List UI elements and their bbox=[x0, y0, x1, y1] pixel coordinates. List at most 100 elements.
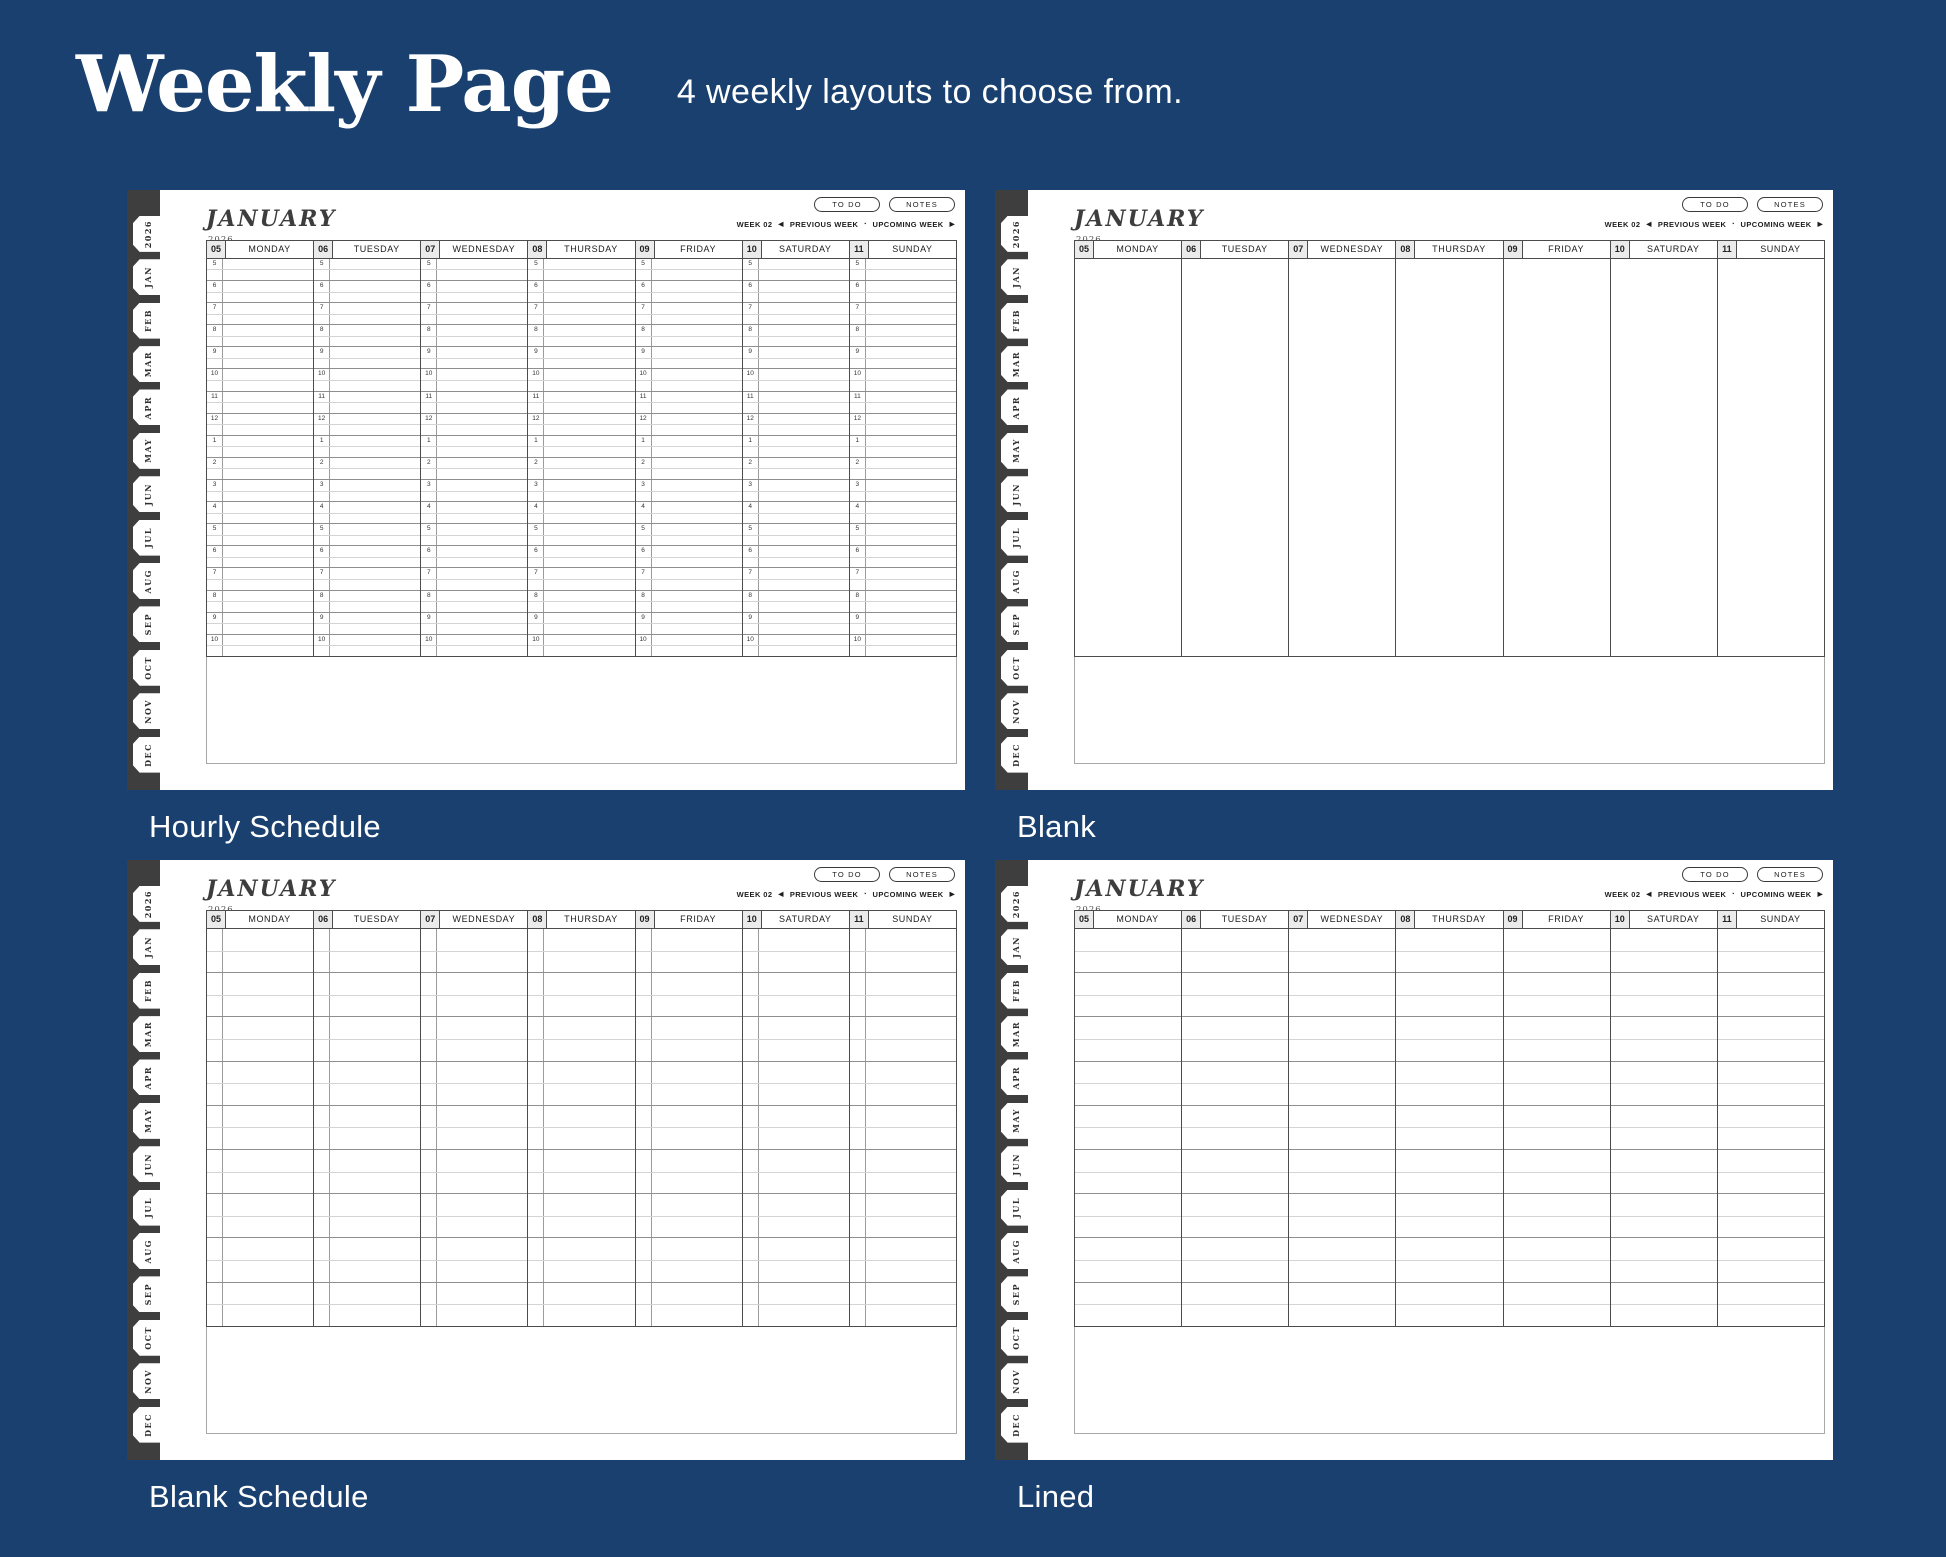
month-tab[interactable]: JUL bbox=[133, 1189, 163, 1226]
month-tab[interactable]: APR bbox=[133, 1059, 163, 1096]
month-tab[interactable]: SEP bbox=[133, 606, 163, 643]
previous-week-arrow-icon[interactable]: ◀ bbox=[778, 221, 784, 229]
month-tab[interactable]: OCT bbox=[1001, 649, 1031, 686]
month-tab[interactable]: APR bbox=[1001, 1059, 1031, 1096]
previous-week-arrow-icon[interactable]: ◀ bbox=[778, 891, 784, 899]
month-tab[interactable]: JUN bbox=[1001, 476, 1031, 513]
month-tab[interactable]: FEB bbox=[133, 302, 163, 339]
schedule-slot bbox=[849, 1282, 957, 1326]
month-tab[interactable]: AUG bbox=[1001, 563, 1031, 600]
hour-slot: 4 bbox=[314, 502, 421, 525]
hour-label: 6 bbox=[528, 546, 545, 568]
upcoming-week-link[interactable]: UPCOMING WEEK bbox=[1740, 889, 1812, 899]
schedule-slot bbox=[528, 1194, 635, 1239]
notes-button[interactable]: NOTES bbox=[1757, 866, 1823, 882]
hour-label: 10 bbox=[850, 369, 866, 391]
month-tab[interactable]: AUG bbox=[133, 563, 163, 600]
month-tab[interactable]: JAN bbox=[133, 259, 163, 296]
month-tab[interactable]: MAY bbox=[133, 1102, 163, 1139]
hour-slot: 1 bbox=[635, 435, 742, 458]
todo-button[interactable]: TO DO bbox=[814, 866, 880, 882]
month-tab[interactable]: MAY bbox=[1001, 432, 1031, 469]
month-tab[interactable]: DEC bbox=[133, 1406, 163, 1443]
month-tab[interactable]: JAN bbox=[1001, 929, 1031, 966]
month-tab[interactable]: SEP bbox=[133, 1276, 163, 1313]
upcoming-week-arrow-icon[interactable]: ▶ bbox=[1817, 221, 1823, 229]
month-tab[interactable]: OCT bbox=[1001, 1319, 1031, 1356]
month-tab[interactable]: NOV bbox=[1001, 1363, 1031, 1400]
month-tab[interactable]: JUL bbox=[1001, 519, 1031, 556]
hour-slot: 5 bbox=[528, 258, 635, 281]
month-tab[interactable]: JUL bbox=[1001, 1189, 1031, 1226]
hour-label: 8 bbox=[528, 590, 545, 612]
month-tab[interactable]: 2026 bbox=[1001, 885, 1031, 922]
month-tab[interactable]: JAN bbox=[1001, 259, 1031, 296]
month-tab[interactable]: JAN bbox=[133, 929, 163, 966]
lined-slot bbox=[1396, 1106, 1503, 1150]
previous-week-link[interactable]: PREVIOUS WEEK bbox=[789, 219, 859, 229]
upcoming-week-arrow-icon[interactable]: ▶ bbox=[1817, 891, 1823, 899]
todo-button[interactable]: TO DO bbox=[1682, 866, 1748, 882]
lined-slot bbox=[1182, 1283, 1289, 1326]
month-tab[interactable]: SEP bbox=[1001, 606, 1031, 643]
month-tab[interactable]: 2026 bbox=[133, 885, 163, 922]
todo-button[interactable]: TO DO bbox=[814, 196, 880, 212]
previous-week-link[interactable]: PREVIOUS WEEK bbox=[789, 889, 859, 899]
month-tab[interactable]: MAY bbox=[133, 432, 163, 469]
day-name-label: MONDAY bbox=[1116, 243, 1159, 254]
month-tab[interactable]: FEB bbox=[1001, 302, 1031, 339]
hour-slot: 6 bbox=[635, 281, 742, 304]
month-tab[interactable]: MAY bbox=[1001, 1102, 1031, 1139]
month-tab[interactable]: JUN bbox=[133, 476, 163, 513]
month-tab[interactable]: DEC bbox=[133, 736, 163, 773]
previous-week-arrow-icon[interactable]: ◀ bbox=[1646, 221, 1652, 229]
upcoming-week-arrow-icon[interactable]: ▶ bbox=[949, 891, 955, 899]
todo-button[interactable]: TO DO bbox=[1682, 196, 1748, 212]
previous-week-link[interactable]: PREVIOUS WEEK bbox=[1657, 889, 1727, 899]
day-header-cell: 06 TUESDAY bbox=[1182, 240, 1290, 258]
notes-button[interactable]: NOTES bbox=[889, 866, 955, 882]
upcoming-week-arrow-icon[interactable]: ▶ bbox=[949, 221, 955, 229]
notes-button[interactable]: NOTES bbox=[1757, 196, 1823, 212]
hour-slot: 3 bbox=[421, 479, 528, 503]
day-name-label: WEDNESDAY bbox=[452, 243, 516, 254]
month-tab[interactable]: MAR bbox=[133, 346, 163, 383]
month-tab[interactable]: NOV bbox=[133, 1363, 163, 1400]
month-tab[interactable]: OCT bbox=[133, 1319, 163, 1356]
month-tab[interactable]: AUG bbox=[1001, 1233, 1031, 1270]
month-tab[interactable]: APR bbox=[133, 389, 163, 426]
schedule-slot bbox=[314, 1105, 421, 1150]
month-tab[interactable]: FEB bbox=[133, 972, 163, 1009]
hour-slot: 5 bbox=[742, 258, 849, 281]
month-tab[interactable]: OCT bbox=[133, 649, 163, 686]
month-tab[interactable]: NOV bbox=[1001, 693, 1031, 730]
month-tab[interactable]: 2026 bbox=[133, 215, 163, 252]
notes-button[interactable]: NOTES bbox=[889, 196, 955, 212]
month-tab[interactable]: AUG bbox=[133, 1233, 163, 1270]
month-tab[interactable]: FEB bbox=[1001, 972, 1031, 1009]
schedule-slot bbox=[207, 1194, 314, 1239]
time-subcolumn bbox=[421, 1238, 438, 1282]
previous-week-arrow-icon[interactable]: ◀ bbox=[1646, 891, 1652, 899]
upcoming-week-link[interactable]: UPCOMING WEEK bbox=[1740, 219, 1812, 229]
month-tab[interactable]: DEC bbox=[1001, 736, 1031, 773]
hour-slot: 6 bbox=[849, 281, 957, 304]
month-tab[interactable]: JUN bbox=[1001, 1146, 1031, 1183]
month-tab[interactable]: JUL bbox=[133, 519, 163, 556]
month-tab[interactable]: SEP bbox=[1001, 1276, 1031, 1313]
hour-label: 8 bbox=[207, 590, 223, 612]
day-name-label: SUNDAY bbox=[1760, 913, 1801, 924]
month-tab[interactable]: DEC bbox=[1001, 1406, 1031, 1443]
time-subcolumn bbox=[850, 973, 866, 1017]
month-tab[interactable]: MAR bbox=[133, 1016, 163, 1053]
upcoming-week-link[interactable]: UPCOMING WEEK bbox=[872, 889, 944, 899]
month-tab[interactable]: MAR bbox=[1001, 1016, 1031, 1053]
month-tab[interactable]: APR bbox=[1001, 389, 1031, 426]
previous-week-link[interactable]: PREVIOUS WEEK bbox=[1657, 219, 1727, 229]
schedule-slot bbox=[421, 1061, 528, 1106]
month-tab[interactable]: MAR bbox=[1001, 346, 1031, 383]
month-tab[interactable]: 2026 bbox=[1001, 215, 1031, 252]
upcoming-week-link[interactable]: UPCOMING WEEK bbox=[872, 219, 944, 229]
month-tab[interactable]: NOV bbox=[133, 693, 163, 730]
month-tab[interactable]: JUN bbox=[133, 1146, 163, 1183]
